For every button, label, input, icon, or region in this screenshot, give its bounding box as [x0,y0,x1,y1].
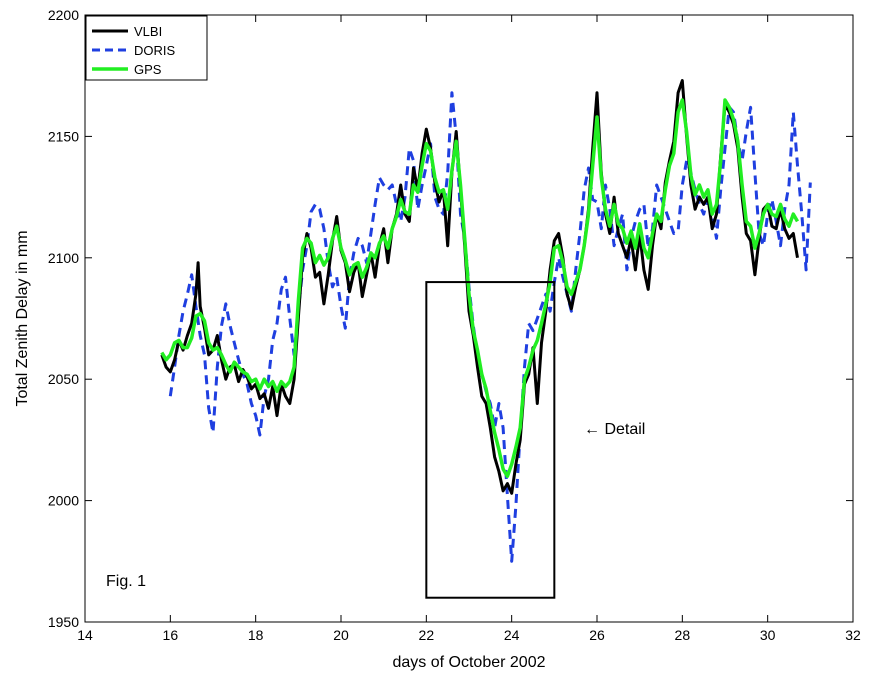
y-tick-label: 2000 [48,493,79,509]
y-axis-label: Total Zenith Delay in mm [14,230,31,406]
detail-box [425,281,556,599]
y-tick-label: 2050 [48,371,79,387]
x-tick-label: 24 [504,627,520,643]
detail-annotation: ← Detail [584,421,645,438]
plot-frame [84,14,854,623]
x-tick-label: 32 [845,627,861,643]
y-tick-label: 2150 [48,128,79,144]
legend-label-vlbi: VLBI [134,24,162,39]
series-line-gps [160,98,800,479]
x-tick-label: 20 [333,627,349,643]
y-tick-label: 2100 [48,250,79,266]
series-layer [160,79,812,563]
legend-label-gps: GPS [134,62,162,77]
legend: VLBI DORIS GPS [85,15,208,81]
ticks-layer: 14 16 18 20 22 24 26 28 30 32 1950 2000 2050 2100 2150… [48,7,861,643]
x-axis-label: days of October 2002 [393,654,546,671]
series-line-vlbi [160,79,799,495]
x-tick-label: 28 [675,627,691,643]
figure-number-label: Fig. 1 [106,573,146,590]
x-tick-label: 22 [419,627,435,643]
legend-label-doris: DORIS [134,43,176,58]
x-tick-label: 26 [589,627,605,643]
x-tick-label: 30 [760,627,776,643]
x-tick-label: 18 [248,627,264,643]
y-tick-label: 2200 [48,7,79,23]
y-tick-label: 1950 [48,614,79,630]
x-tick-label: 16 [163,627,179,643]
x-tick-label: 14 [77,627,93,643]
